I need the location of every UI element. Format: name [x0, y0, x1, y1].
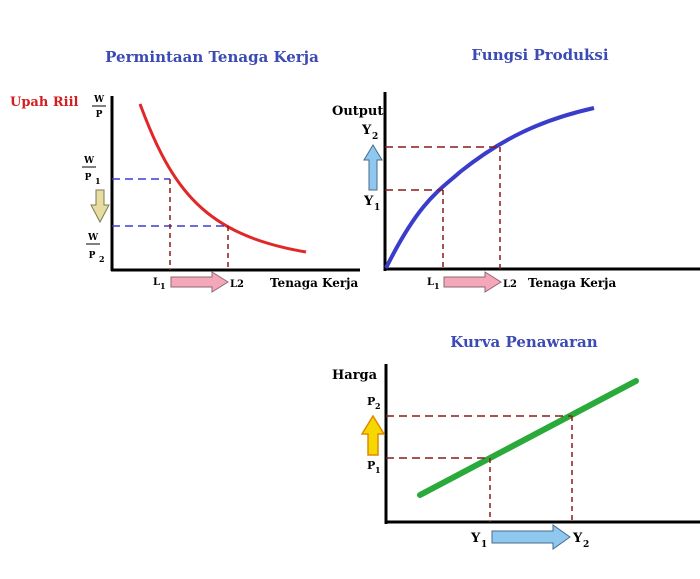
svg-text:Y: Y — [572, 531, 583, 546]
svg-text:1: 1 — [160, 281, 166, 291]
supply-curve — [417, 378, 639, 498]
svg-text:2: 2 — [99, 254, 105, 264]
arrow-right-icon — [170, 271, 229, 293]
svg-text:2: 2 — [583, 540, 589, 550]
labor-1-label: L 1 — [153, 277, 166, 291]
y-axis-label: Harga — [332, 368, 378, 383]
wage-2-label: W P 2 — [86, 233, 105, 264]
panel-production-function: Fungsi Produksi Output Y 2 Y 1 L 1 — [332, 46, 700, 293]
svg-text:P: P — [367, 395, 375, 408]
labor-1-label: L 1 — [427, 277, 440, 291]
svg-text:Y: Y — [363, 194, 374, 209]
x-axis-label: Tenaga Kerja — [270, 276, 358, 290]
svg-text:P: P — [367, 459, 375, 472]
output-1-label: Y 1 — [363, 194, 380, 213]
svg-text:Y: Y — [361, 123, 372, 138]
svg-text:1: 1 — [374, 203, 380, 213]
arrow-down-icon — [90, 189, 110, 224]
svg-text:2: 2 — [375, 401, 381, 411]
y-axis-fraction-denominator: P — [96, 110, 103, 120]
arrow-up-icon — [360, 414, 386, 456]
svg-text:1: 1 — [95, 176, 101, 186]
arrow-right-icon — [443, 271, 502, 293]
svg-text:1: 1 — [434, 281, 440, 291]
svg-text:L: L — [427, 277, 434, 288]
output-2-label: Y 2 — [361, 123, 378, 142]
y-axis-fraction-numerator: W — [93, 95, 105, 105]
price-2-label: P 2 — [367, 395, 381, 411]
panel-labor-demand: Permintaan Tenaga Kerja Upah Riil W P W … — [10, 48, 360, 293]
wage-1-label: W P 1 — [82, 156, 101, 186]
arrow-right-icon — [491, 524, 571, 550]
panel-title: Kurva Penawaran — [450, 333, 597, 351]
price-1-label: P 1 — [367, 459, 381, 475]
svg-text:W: W — [83, 156, 95, 166]
y-axis-caption: Upah Riil — [10, 95, 79, 110]
svg-text:P: P — [85, 173, 92, 183]
labor-demand-curve — [138, 103, 307, 254]
production-curve — [384, 106, 595, 269]
output-1-label: Y 1 — [470, 531, 487, 550]
svg-text:Y: Y — [470, 531, 481, 546]
labor-2-label: L2 — [503, 279, 517, 290]
panel-title: Fungsi Produksi — [471, 46, 608, 64]
svg-text:W: W — [87, 233, 99, 243]
svg-text:P: P — [89, 251, 96, 261]
panel-title: Permintaan Tenaga Kerja — [105, 48, 319, 66]
svg-text:1: 1 — [375, 465, 381, 475]
labor-2-label: L2 — [230, 279, 244, 290]
x-axis-label: Tenaga Kerja — [528, 276, 616, 290]
y-axis-label: Output — [332, 104, 383, 119]
svg-text:1: 1 — [481, 540, 487, 550]
output-2-label: Y 2 — [572, 531, 589, 550]
svg-text:L: L — [153, 277, 160, 288]
arrow-up-icon — [363, 144, 383, 191]
svg-text:2: 2 — [372, 132, 378, 142]
panel-supply-curve: Kurva Penawaran Harga P 2 P 1 Y 1 — [332, 333, 700, 550]
